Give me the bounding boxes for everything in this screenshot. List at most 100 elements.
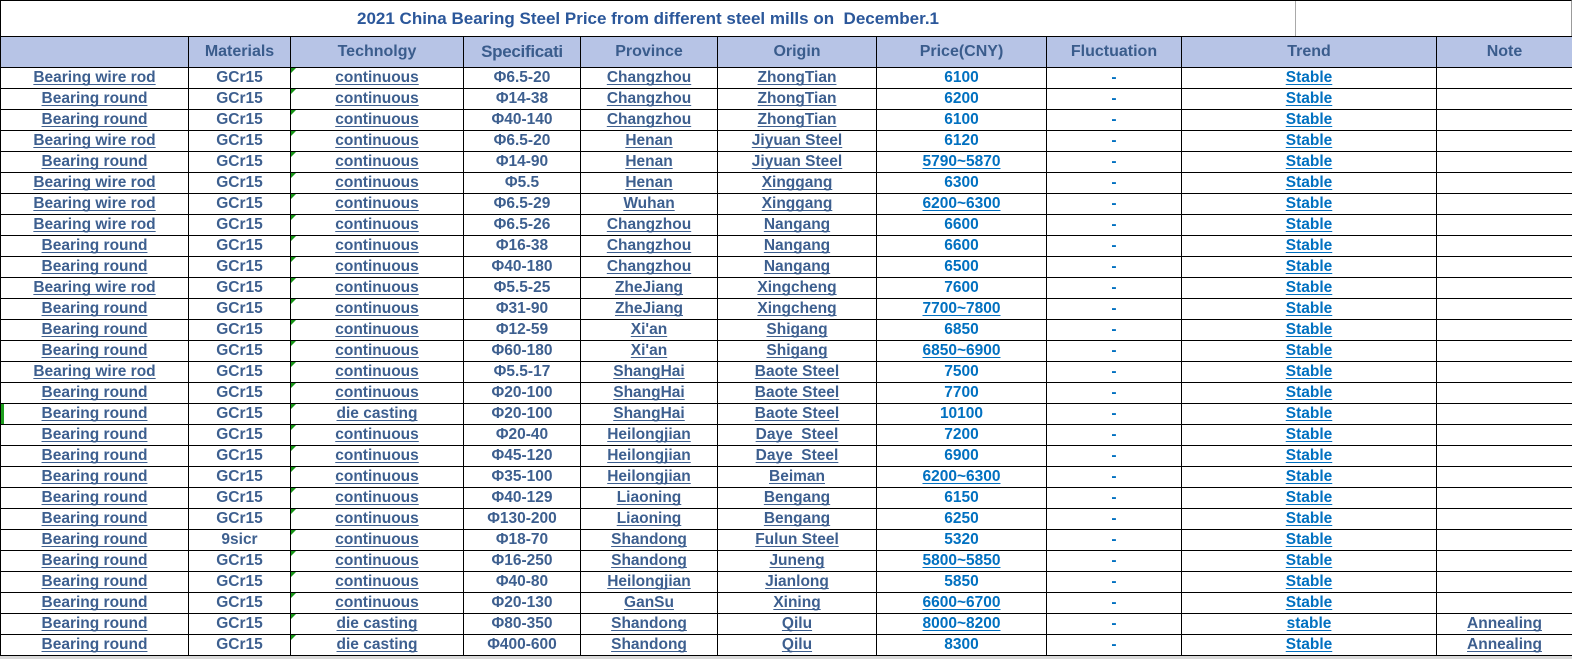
cell-specification[interactable]: Φ40-180 [463,256,581,278]
cell-fluctuation[interactable]: - [1046,319,1182,341]
cell-origin[interactable]: Juneng [717,550,877,572]
cell-province[interactable]: Shandong [580,634,718,656]
cell-trend[interactable]: Stable [1181,361,1437,383]
cell-technology[interactable]: continuous [290,424,464,446]
cell-province[interactable]: Shandong [580,550,718,572]
cell-note[interactable] [1436,487,1572,509]
cell-technology[interactable]: continuous [290,193,464,215]
cell-product[interactable]: Bearing round [0,88,189,110]
cell-trend[interactable]: Stable [1181,571,1437,593]
cell-technology[interactable]: continuous [290,361,464,383]
cell-materials[interactable]: GCr15 [188,634,291,656]
cell-materials[interactable]: GCr15 [188,88,291,110]
column-header-fluctuation[interactable]: Fluctuation [1046,36,1182,68]
cell-fluctuation[interactable]: - [1046,361,1182,383]
cell-origin[interactable]: Shigang [717,340,877,362]
cell-fluctuation[interactable]: - [1046,508,1182,530]
cell-province[interactable]: Wuhan [580,193,718,215]
cell-materials[interactable]: GCr15 [188,487,291,509]
cell-price[interactable]: 5850 [876,571,1047,593]
cell-product[interactable]: Bearing round [0,382,189,404]
cell-specification[interactable]: Φ35-100 [463,466,581,488]
cell-materials[interactable]: GCr15 [188,193,291,215]
cell-technology[interactable]: continuous [290,151,464,173]
cell-origin[interactable]: Nangang [717,235,877,257]
cell-province[interactable]: ZheJiang [580,277,718,299]
cell-trend[interactable]: Stable [1181,508,1437,530]
cell-specification[interactable]: Φ400-600 [463,634,581,656]
column-header-product[interactable] [0,36,189,68]
cell-product[interactable]: Bearing round [0,571,189,593]
column-header-province[interactable]: Province [580,36,718,68]
cell-trend[interactable]: Stable [1181,634,1437,656]
cell-origin[interactable]: Jianlong [717,571,877,593]
cell-product[interactable]: Bearing round [0,508,189,530]
cell-product[interactable]: Bearing round [0,151,189,173]
cell-technology[interactable]: continuous [290,529,464,551]
cell-province[interactable]: Heilongjian [580,571,718,593]
cell-origin[interactable]: Bengang [717,487,877,509]
cell-materials[interactable]: GCr15 [188,592,291,614]
cell-technology[interactable]: die casting [290,403,464,425]
cell-price[interactable]: 6900 [876,445,1047,467]
cell-fluctuation[interactable]: - [1046,550,1182,572]
cell-materials[interactable]: GCr15 [188,151,291,173]
cell-fluctuation[interactable]: - [1046,403,1182,425]
cell-origin[interactable]: Beiman [717,466,877,488]
column-header-origin[interactable]: Origin [717,36,877,68]
cell-product[interactable]: Bearing wire rod [0,277,189,299]
cell-specification[interactable]: Φ6.5-20 [463,130,581,152]
cell-specification[interactable]: Φ18-70 [463,529,581,551]
cell-product[interactable]: Bearing wire rod [0,67,189,89]
cell-materials[interactable]: GCr15 [188,382,291,404]
cell-origin[interactable]: Xining [717,592,877,614]
cell-price[interactable]: 8300 [876,634,1047,656]
cell-fluctuation[interactable]: - [1046,592,1182,614]
column-header-trend[interactable]: Trend [1181,36,1437,68]
cell-technology[interactable]: continuous [290,172,464,194]
cell-product[interactable]: Bearing round [0,487,189,509]
cell-price[interactable]: 6150 [876,487,1047,509]
cell-fluctuation[interactable]: - [1046,277,1182,299]
cell-origin[interactable]: Xinggang [717,193,877,215]
cell-origin[interactable]: Shigang [717,319,877,341]
cell-price[interactable]: 6600 [876,214,1047,236]
cell-note[interactable] [1436,277,1572,299]
cell-fluctuation[interactable]: - [1046,151,1182,173]
cell-product[interactable]: Bearing wire rod [0,361,189,383]
cell-materials[interactable]: GCr15 [188,256,291,278]
cell-specification[interactable]: Φ20-100 [463,382,581,404]
cell-province[interactable]: Henan [580,151,718,173]
cell-fluctuation[interactable]: - [1046,88,1182,110]
cell-price[interactable]: 7500 [876,361,1047,383]
cell-specification[interactable]: Φ40-140 [463,109,581,131]
cell-technology[interactable]: continuous [290,130,464,152]
cell-note[interactable] [1436,466,1572,488]
cell-fluctuation[interactable]: - [1046,529,1182,551]
cell-specification[interactable]: Φ6.5-20 [463,67,581,89]
cell-fluctuation[interactable]: - [1046,613,1182,635]
cell-province[interactable]: Changzhou [580,67,718,89]
cell-technology[interactable]: continuous [290,109,464,131]
cell-specification[interactable]: Φ16-250 [463,550,581,572]
cell-price[interactable]: 6100 [876,109,1047,131]
cell-price[interactable]: 6200~6300 [876,193,1047,215]
cell-materials[interactable]: GCr15 [188,613,291,635]
cell-materials[interactable]: 9sicr [188,529,291,551]
cell-origin[interactable]: Nangang [717,214,877,236]
cell-specification[interactable]: Φ5.5 [463,172,581,194]
column-header-technology[interactable]: Technolgy [290,36,464,68]
cell-materials[interactable]: GCr15 [188,130,291,152]
cell-trend[interactable]: Stable [1181,277,1437,299]
cell-trend[interactable]: Stable [1181,403,1437,425]
cell-product[interactable]: Bearing round [0,424,189,446]
cell-trend[interactable]: Stable [1181,235,1437,257]
cell-fluctuation[interactable]: - [1046,340,1182,362]
cell-origin[interactable]: Daye Steel [717,424,877,446]
cell-product[interactable]: Bearing round [0,403,189,425]
cell-note[interactable] [1436,571,1572,593]
cell-price[interactable]: 7700~7800 [876,298,1047,320]
cell-product[interactable]: Bearing round [0,634,189,656]
cell-province[interactable]: Xi'an [580,340,718,362]
cell-origin[interactable]: Xinggang [717,172,877,194]
